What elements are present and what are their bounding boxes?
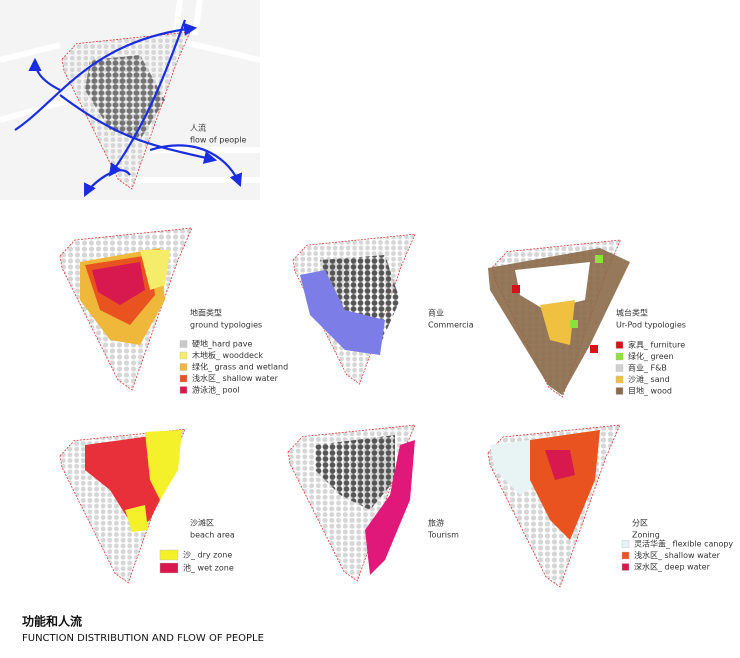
subtitle: FUNCTION DISTRIBUTION AND FLOW OF PEOPLE bbox=[22, 633, 264, 644]
legend-swatch bbox=[159, 562, 179, 574]
flow-map bbox=[0, 0, 261, 200]
legend-text: 家具_ furniture bbox=[628, 340, 685, 350]
legend-text: 目地_ wood bbox=[628, 386, 672, 396]
zoning-map bbox=[487, 424, 621, 588]
commercial-map bbox=[292, 233, 416, 385]
legend-swatch bbox=[179, 374, 188, 383]
legend-swatch bbox=[621, 563, 630, 571]
panel-sublabel: Ur-Pod typologies bbox=[616, 321, 686, 330]
legend-text: 沙_ dry zone bbox=[183, 551, 232, 560]
legend-swatch bbox=[179, 363, 188, 371]
panel-sublabel: Zoning bbox=[632, 531, 660, 540]
panel-sublabel: ground typologies bbox=[190, 321, 262, 330]
legend-text: 浅水区_ shallow water bbox=[634, 550, 721, 560]
legend-text: 绿化_ grass and wetland bbox=[192, 362, 288, 372]
legend-text: 池_ wet zone bbox=[183, 563, 234, 573]
panel-label: 沙滩区 bbox=[190, 518, 214, 528]
legend-swatch bbox=[615, 341, 624, 349]
tourism-map bbox=[287, 424, 416, 582]
panel-label: 地面类型 bbox=[190, 308, 222, 318]
ground-map bbox=[59, 227, 193, 391]
legend-text: 浅水区_ shallow water bbox=[192, 373, 279, 383]
legend-swatch bbox=[615, 352, 624, 361]
legend-text: 深水区_ deep water bbox=[634, 562, 711, 572]
legend-swatch bbox=[179, 351, 188, 360]
legend-swatch bbox=[615, 375, 624, 384]
legend-text: 沙滩_ sand bbox=[628, 374, 670, 384]
panel-label: 城台类型 bbox=[616, 308, 648, 318]
legend-swatch bbox=[179, 386, 188, 394]
title: 功能和人流 bbox=[22, 614, 82, 629]
legend-swatch bbox=[159, 549, 179, 561]
panel-label: 旅游 bbox=[428, 518, 444, 528]
legend-text: 木地板_ wooddeck bbox=[192, 350, 263, 360]
panel-sublabel: Tourism bbox=[427, 531, 459, 540]
panel-sublabel: Commercia bbox=[428, 321, 474, 330]
legend-swatch bbox=[615, 387, 624, 395]
legend-swatch bbox=[621, 540, 630, 548]
legend-text: 游泳池_ pool bbox=[192, 385, 240, 395]
panel-label: 商业 bbox=[428, 308, 444, 318]
panel-sublabel: flow of people bbox=[190, 136, 246, 145]
legend-text: 灵活华盖_ flexible canopy bbox=[634, 539, 733, 549]
legend-swatch bbox=[179, 340, 188, 348]
urpod-map bbox=[488, 239, 630, 398]
panel-label: 人流 bbox=[190, 123, 206, 133]
legend-swatch bbox=[615, 364, 624, 372]
panel-labels: 人流 flow of people 地面类型 ground typologies 硬地_… bbox=[159, 123, 733, 574]
legend-text: 硬地_hard pave bbox=[192, 339, 252, 349]
legend-text: 商业_ F&B bbox=[628, 363, 667, 373]
beach-map bbox=[59, 428, 186, 584]
legend-swatch bbox=[621, 551, 630, 560]
panel-label: 分区 bbox=[632, 519, 648, 528]
panel-sublabel: beach area bbox=[190, 531, 235, 540]
legend-text: 绿化_ green bbox=[628, 351, 674, 361]
